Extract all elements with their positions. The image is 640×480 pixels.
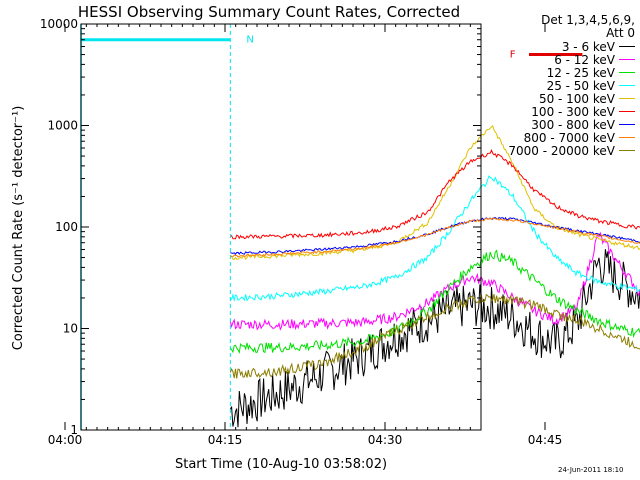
x-axis-label: Start Time (10-Aug-10 03:58:02) <box>175 457 387 472</box>
legend-label: 7000 - 20000 keV <box>508 143 615 158</box>
legend-swatch <box>619 85 635 86</box>
y-tick-label: 1 <box>70 423 78 437</box>
series-line-5 <box>230 125 640 260</box>
series-line-6 <box>230 149 640 240</box>
legend-label: 12 - 25 keV <box>546 65 615 80</box>
y-axis-label: Corrected Count Rate (s⁻¹ detector⁻¹) <box>11 106 26 351</box>
legend-swatch <box>619 124 635 125</box>
legend-entries: 3 - 6 keV 6 - 12 keV 12 - 25 keV 25 - 50 ke… <box>487 39 635 158</box>
legend-entry: 7000 - 20000 keV <box>487 143 635 158</box>
series-line-3 <box>229 249 640 354</box>
legend-entry: 300 - 800 keV <box>487 117 635 132</box>
legend-label: 100 - 300 keV <box>531 104 615 119</box>
legend-title-detectors: Det 1,3,4,5,6,9, <box>541 13 635 27</box>
legend-entry: 3 - 6 keV <box>487 39 635 54</box>
series-line-4 <box>230 175 640 302</box>
legend-entry: 100 - 300 keV <box>487 104 635 119</box>
legend: Det 1,3,4,5,6,9, Att 0 3 - 6 keV 6 - 12 k… <box>487 13 635 158</box>
legend-swatch <box>619 111 635 112</box>
legend-swatch <box>619 46 635 47</box>
chart-title: HESSI Observing Summary Count Rates, Cor… <box>78 3 460 21</box>
night-label: N <box>246 35 253 46</box>
legend-entry: 25 - 50 keV <box>487 78 635 93</box>
legend-swatch <box>619 137 635 138</box>
y-tick-label: 10 <box>63 322 78 336</box>
series-line-7 <box>230 216 640 255</box>
series-line-2 <box>229 231 640 331</box>
legend-entry: 800 - 7000 keV <box>487 130 635 145</box>
legend-swatch <box>619 59 635 60</box>
legend-entry: 6 - 12 keV <box>487 52 635 67</box>
series-layer <box>229 125 640 428</box>
series-line-9 <box>229 293 640 379</box>
axis-layer: 11010010001000004:0004:1504:3004:4505:00… <box>40 17 563 447</box>
y-tick-label: 100 <box>55 220 78 234</box>
y-tick-label: 10000 <box>40 17 78 31</box>
legend-title-attenuator: Att 0 <box>606 26 635 40</box>
flare-label: F <box>510 50 516 61</box>
legend-swatch <box>619 150 635 151</box>
x-tick-label: 04:15 <box>208 433 243 447</box>
x-tick-label: 04:45 <box>528 433 563 447</box>
legend-label: 800 - 7000 keV <box>523 130 615 145</box>
series-line-8 <box>230 217 640 258</box>
legend-swatch <box>619 72 635 73</box>
legend-label: 25 - 50 keV <box>546 78 615 93</box>
legend-label: 300 - 800 keV <box>531 117 615 132</box>
legend-label: 6 - 12 keV <box>554 52 615 67</box>
x-tick-label: 04:00 <box>48 433 83 447</box>
series-line-1 <box>229 249 640 428</box>
legend-swatch <box>619 98 635 99</box>
y-tick-label: 1000 <box>47 119 78 133</box>
legend-label: 3 - 6 keV <box>561 39 615 54</box>
footer-timestamp: 24-Jun-2011 18:10 <box>558 466 624 474</box>
legend-label: 50 - 100 keV <box>538 91 615 106</box>
legend-entry: 12 - 25 keV <box>487 65 635 80</box>
legend-entry: 50 - 100 keV <box>487 91 635 106</box>
x-tick-label: 04:30 <box>368 433 403 447</box>
